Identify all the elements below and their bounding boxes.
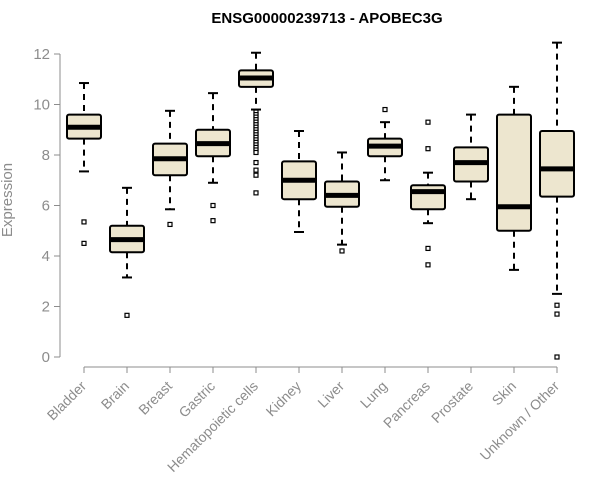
outlier-point bbox=[554, 354, 560, 360]
box-10 bbox=[496, 85, 532, 271]
outlier-point bbox=[425, 146, 431, 152]
x-tick-label: Skin bbox=[489, 378, 520, 409]
y-tick-label: 12 bbox=[33, 46, 50, 63]
x-tick-label: Gastric bbox=[175, 378, 218, 421]
outlier-point bbox=[253, 149, 259, 156]
outlier-point bbox=[81, 219, 87, 225]
box-9 bbox=[453, 113, 489, 201]
x-tick-label: Kidney bbox=[263, 378, 305, 420]
outlier-point bbox=[339, 248, 345, 254]
boxes-group bbox=[66, 41, 575, 360]
chart-title: ENSG00000239713 - APOBEC3G bbox=[211, 10, 442, 27]
outlier-point bbox=[253, 159, 259, 166]
outlier-point bbox=[554, 311, 560, 317]
outlier-point bbox=[425, 245, 431, 252]
x-tick-label: Pancreas bbox=[380, 378, 433, 431]
outlier-point bbox=[425, 119, 431, 125]
outlier-point bbox=[253, 172, 259, 178]
box-3 bbox=[195, 92, 231, 224]
y-tick-label: 6 bbox=[42, 198, 50, 215]
y-axis: 0 2 4 6 8 10 12 bbox=[33, 46, 61, 366]
box-0 bbox=[66, 82, 102, 246]
y-tick-label: 4 bbox=[42, 248, 50, 265]
y-tick-label: 10 bbox=[33, 97, 50, 114]
box-5 bbox=[281, 130, 317, 234]
box-4 bbox=[238, 51, 274, 196]
x-tick-label: Prostate bbox=[428, 378, 476, 426]
y-tick-label: 2 bbox=[42, 299, 50, 316]
outlier-point bbox=[425, 262, 431, 268]
box-body bbox=[496, 113, 532, 232]
x-tick-label: Liver bbox=[314, 378, 347, 411]
x-tick-label: Lung bbox=[357, 378, 390, 411]
outlier-point bbox=[210, 218, 216, 224]
outlier-point bbox=[81, 240, 87, 246]
box-body bbox=[539, 130, 575, 198]
x-tick-label: Brain bbox=[98, 378, 132, 412]
outlier-point bbox=[253, 167, 259, 173]
outlier-point bbox=[253, 190, 259, 196]
x-tick-label: Breast bbox=[135, 378, 175, 418]
box-6 bbox=[324, 151, 360, 254]
box-11 bbox=[539, 41, 575, 360]
y-axis-label: Expression bbox=[0, 163, 16, 237]
outlier-point bbox=[124, 312, 130, 318]
y-tick-label: 8 bbox=[42, 147, 50, 164]
outlier-point bbox=[210, 202, 216, 209]
box-7 bbox=[367, 106, 403, 182]
outlier-point bbox=[167, 221, 173, 228]
box-1 bbox=[109, 186, 145, 318]
outlier-point bbox=[382, 106, 388, 113]
box-body bbox=[410, 184, 446, 211]
box-2 bbox=[152, 109, 188, 228]
x-tick-label: Unknown / Other bbox=[477, 378, 563, 464]
outlier-point bbox=[554, 302, 560, 308]
box-8 bbox=[410, 119, 446, 268]
x-tick-label: Bladder bbox=[44, 378, 90, 424]
y-tick-label: 0 bbox=[42, 349, 50, 366]
